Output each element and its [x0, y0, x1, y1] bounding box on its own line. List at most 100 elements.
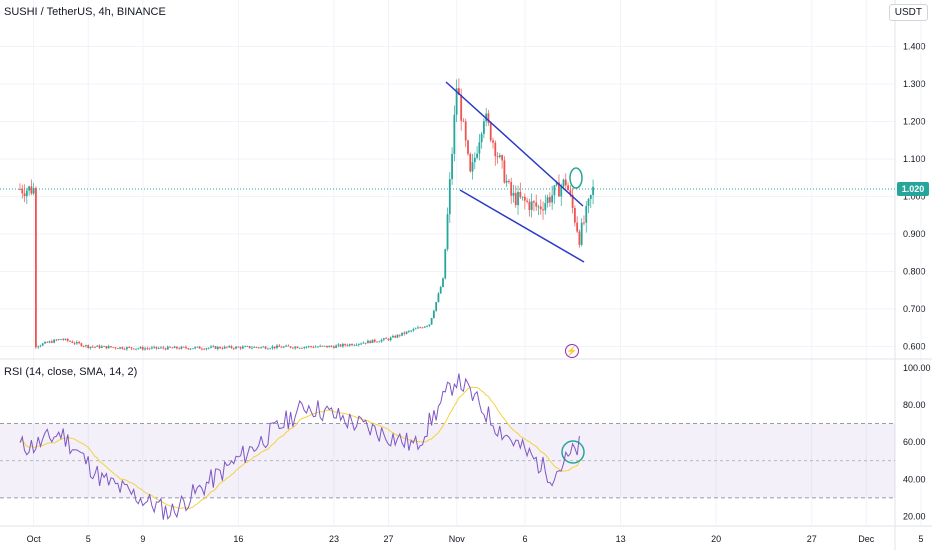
- candle-body: [535, 202, 538, 207]
- candle-body: [210, 346, 212, 348]
- candle-body: [517, 191, 519, 206]
- current-price-tag: 1.020: [897, 182, 929, 196]
- candle-body: [114, 347, 117, 349]
- candle-body: [103, 346, 106, 347]
- wedge-lower-trendline: [459, 189, 585, 263]
- candle-body: [501, 155, 504, 161]
- candle-body: [305, 346, 308, 348]
- candle-body: [357, 343, 360, 345]
- candle-body: [62, 339, 65, 340]
- candle-body: [410, 330, 413, 332]
- candle-body: [178, 348, 181, 350]
- candle-body: [573, 207, 576, 223]
- candle-body: [392, 335, 394, 338]
- candle-body: [346, 345, 349, 347]
- candle-body: [401, 332, 403, 336]
- candle-body: [207, 347, 210, 349]
- candle-body: [332, 346, 335, 348]
- candle-body: [130, 347, 133, 349]
- candle-body: [194, 347, 197, 349]
- candle-body: [253, 346, 256, 348]
- candle-body: [105, 346, 108, 349]
- candle-body: [548, 197, 551, 203]
- candle-body: [558, 182, 560, 197]
- candle-body: [471, 162, 474, 172]
- candle-body: [508, 180, 510, 182]
- candle-body: [435, 302, 438, 311]
- candle-body: [544, 203, 547, 211]
- candle-body: [587, 199, 590, 206]
- candle-body: [592, 186, 594, 196]
- candle-body: [312, 346, 315, 348]
- candle-body: [464, 121, 467, 141]
- candle-body: [405, 331, 408, 334]
- candle-body: [219, 346, 222, 349]
- candle-body: [446, 214, 449, 250]
- candle-body: [521, 196, 524, 198]
- candle-body: [35, 187, 37, 348]
- candle-body: [191, 348, 194, 350]
- candle-body: [75, 341, 78, 344]
- lightning-icon[interactable]: ⚡: [565, 344, 579, 358]
- candle-body: [235, 346, 237, 349]
- candle-body: [94, 346, 96, 348]
- candle-body: [519, 191, 522, 198]
- candle-body: [85, 345, 87, 347]
- time-axis-label: 6: [523, 534, 528, 544]
- rsi-tick-label: 40.00: [903, 474, 926, 484]
- candle-body: [146, 348, 149, 350]
- annotation-circle-price: [569, 167, 583, 189]
- candle-body: [353, 344, 356, 346]
- candle-body: [444, 249, 447, 279]
- candle-body: [205, 348, 208, 350]
- candle-body: [107, 346, 110, 349]
- candle-body: [367, 340, 369, 344]
- candle-body: [473, 157, 476, 163]
- candle-body: [378, 341, 381, 343]
- candle-body: [232, 347, 235, 349]
- candle-body: [123, 348, 126, 350]
- currency-selector[interactable]: USDT: [888, 4, 928, 21]
- candle-body: [44, 341, 46, 344]
- time-axis-label: Dec: [858, 534, 875, 544]
- price-tick-label: 1.200: [903, 117, 926, 127]
- candle-body: [287, 345, 290, 347]
- candle-body: [241, 346, 244, 349]
- candle-body: [371, 339, 374, 343]
- time-axis-label: Oct: [27, 534, 42, 544]
- time-axis-label: Nov: [449, 534, 466, 544]
- candle-body: [264, 346, 267, 349]
- candle-body: [157, 348, 160, 349]
- candle-body: [451, 153, 453, 180]
- candle-body: [437, 293, 440, 303]
- candle-body: [273, 346, 276, 349]
- candle-body: [21, 189, 24, 194]
- candle-body: [37, 346, 40, 348]
- candle-body: [30, 186, 33, 194]
- time-axis-label: 23: [329, 534, 339, 544]
- candle-body: [492, 140, 494, 143]
- candle-body: [296, 346, 299, 349]
- candle-body: [87, 345, 90, 348]
- candle-body: [69, 340, 71, 342]
- candle-body: [498, 155, 501, 158]
- candle-body: [301, 347, 303, 349]
- candle-body: [110, 346, 112, 348]
- rsi-line: [19, 373, 580, 520]
- candle-body: [389, 337, 392, 341]
- candle-body: [164, 348, 167, 350]
- rsi-indicator-title[interactable]: RSI (14, close, SMA, 14, 2): [4, 366, 138, 378]
- rsi-tick-label: 60.00: [903, 437, 926, 447]
- candle-body: [80, 343, 83, 347]
- candle-body: [419, 327, 422, 329]
- candle-body: [542, 209, 544, 211]
- candle-body: [96, 345, 99, 347]
- candle-body: [307, 346, 310, 348]
- candle-body: [537, 206, 540, 208]
- rsi-sma-line: [19, 386, 580, 509]
- time-axis-label: 27: [384, 534, 394, 544]
- candle-body: [119, 347, 121, 349]
- candle-body: [551, 195, 554, 203]
